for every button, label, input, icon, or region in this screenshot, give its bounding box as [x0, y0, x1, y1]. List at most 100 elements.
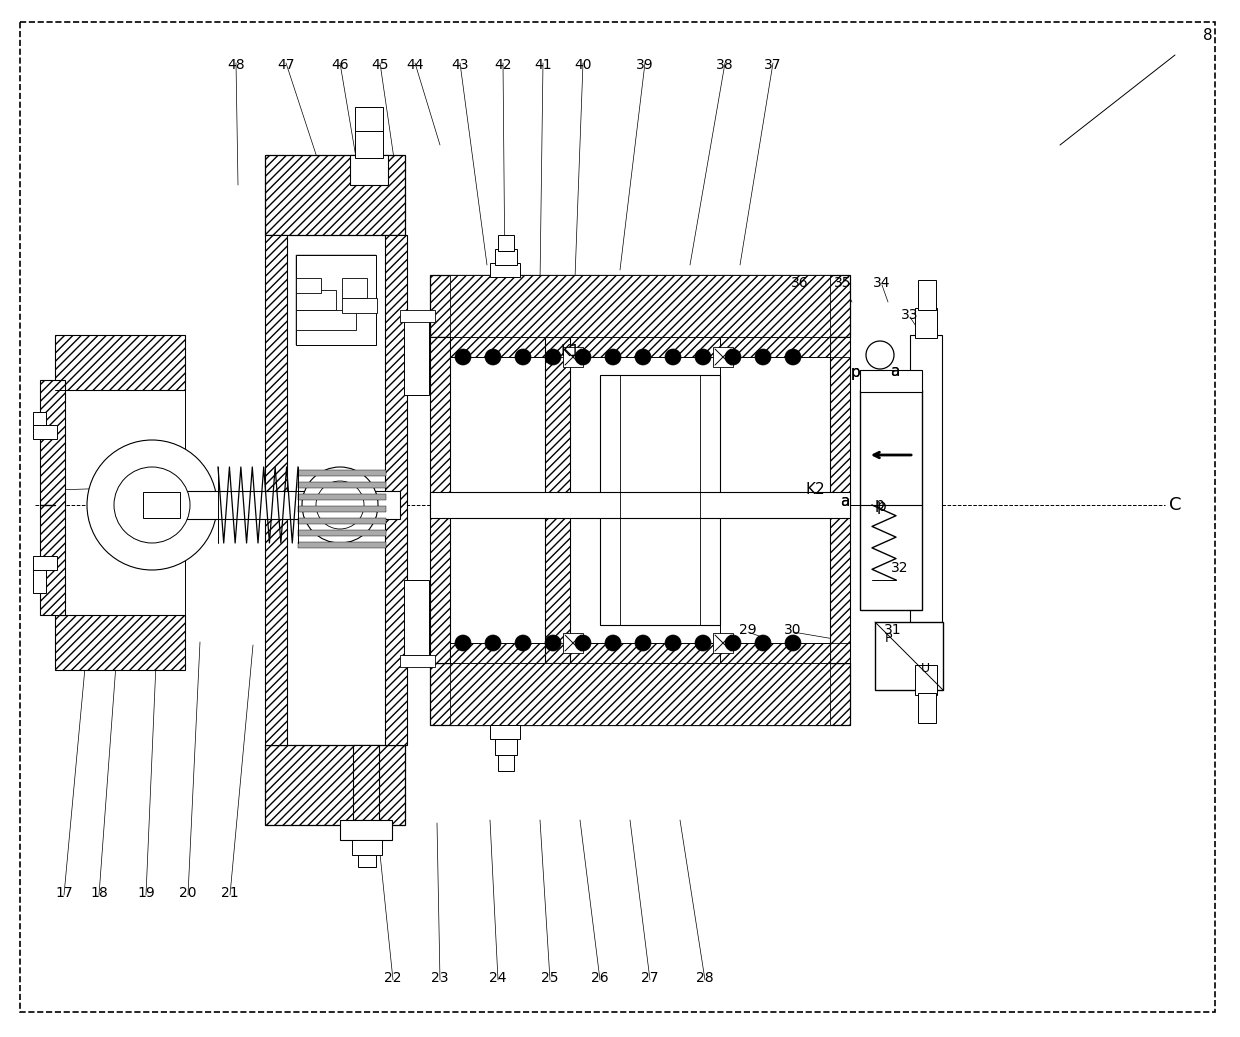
Text: a: a [841, 495, 849, 509]
Bar [353, 745, 379, 820]
Bar [498, 755, 515, 770]
Bar [401, 310, 435, 323]
Bar [342, 278, 367, 298]
Bar [298, 530, 386, 536]
Text: a: a [890, 364, 900, 380]
Bar [355, 107, 383, 131]
Bar [355, 130, 383, 158]
Circle shape [635, 635, 651, 651]
Text: 17: 17 [56, 886, 73, 900]
Bar [298, 542, 386, 548]
Circle shape [785, 349, 801, 365]
Bar [430, 663, 849, 725]
Bar [450, 275, 830, 337]
Bar [915, 308, 937, 338]
Bar [33, 556, 57, 570]
Bar [918, 280, 936, 310]
Text: 21: 21 [221, 886, 239, 900]
Bar [915, 665, 937, 695]
Bar [563, 347, 583, 367]
Bar [286, 235, 384, 745]
Bar [546, 337, 570, 663]
Bar [265, 155, 405, 235]
Text: 18: 18 [91, 886, 108, 900]
Bar [495, 249, 517, 265]
Text: 20: 20 [180, 886, 197, 900]
Circle shape [635, 349, 651, 365]
Circle shape [866, 341, 894, 369]
Bar [861, 390, 923, 610]
Text: 36: 36 [791, 276, 808, 290]
Bar [918, 693, 936, 723]
Circle shape [546, 635, 560, 651]
Text: 38: 38 [717, 58, 734, 72]
Bar [384, 235, 407, 745]
Bar [401, 655, 435, 667]
Bar [430, 337, 450, 663]
Bar [350, 155, 388, 185]
Circle shape [455, 349, 471, 365]
Circle shape [485, 635, 501, 651]
Bar [495, 739, 517, 755]
Bar [600, 375, 720, 625]
Bar [830, 337, 849, 663]
Bar [490, 263, 520, 277]
Text: 23: 23 [432, 971, 449, 985]
Text: 40: 40 [574, 58, 591, 72]
Bar [55, 615, 185, 670]
Text: 41: 41 [534, 58, 552, 72]
Bar [430, 275, 849, 337]
Circle shape [755, 349, 771, 365]
Text: p: p [851, 364, 859, 380]
Text: 43: 43 [451, 58, 469, 72]
Text: 30: 30 [784, 623, 802, 637]
Circle shape [114, 467, 190, 543]
Text: 32: 32 [892, 561, 909, 574]
Bar [40, 380, 64, 615]
Bar [265, 745, 405, 825]
Bar [713, 633, 733, 653]
Bar [298, 506, 386, 512]
Bar [286, 235, 384, 745]
Bar [296, 290, 336, 310]
Bar [340, 820, 392, 840]
Circle shape [755, 635, 771, 651]
Text: C: C [1169, 496, 1182, 514]
Text: 39: 39 [636, 58, 653, 72]
Text: 33: 33 [901, 308, 919, 323]
Bar [298, 518, 386, 524]
Text: 35: 35 [835, 276, 852, 290]
Circle shape [725, 635, 742, 651]
Text: 25: 25 [541, 971, 559, 985]
Text: 26: 26 [591, 971, 609, 985]
Bar [861, 370, 923, 392]
Text: 28: 28 [696, 971, 714, 985]
Bar [713, 347, 733, 367]
Bar [33, 568, 46, 593]
Bar [185, 491, 401, 518]
Bar [875, 622, 942, 690]
Bar [33, 425, 57, 439]
Bar [404, 580, 429, 655]
Bar [298, 470, 386, 476]
Circle shape [575, 349, 591, 365]
Bar [33, 412, 46, 437]
Text: U: U [920, 662, 930, 674]
Text: 31: 31 [884, 623, 901, 637]
Bar [404, 320, 429, 395]
Bar [296, 278, 321, 293]
Bar [55, 335, 185, 390]
Text: 34: 34 [873, 276, 890, 290]
Circle shape [605, 349, 621, 365]
Bar [498, 235, 515, 251]
Circle shape [485, 349, 501, 365]
Circle shape [87, 440, 217, 570]
Text: 48: 48 [227, 58, 244, 72]
Bar [430, 492, 849, 518]
Bar [342, 298, 377, 313]
Circle shape [725, 349, 742, 365]
Circle shape [665, 349, 681, 365]
Circle shape [455, 635, 471, 651]
Circle shape [605, 635, 621, 651]
Bar [296, 255, 376, 345]
